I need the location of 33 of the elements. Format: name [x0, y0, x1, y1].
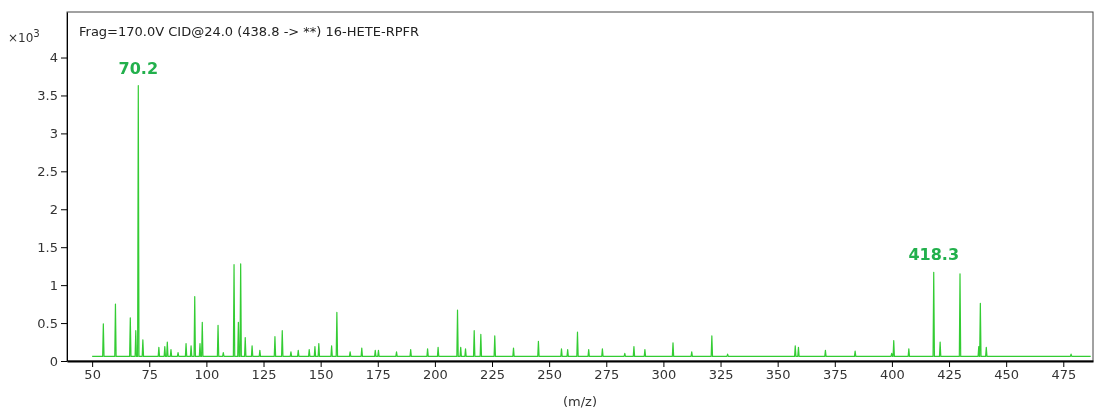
y-tick-label: 2 — [49, 201, 58, 217]
x-tick-label: 400 — [880, 367, 905, 383]
x-tick-label: 375 — [822, 367, 848, 383]
x-tick-label: 475 — [1051, 367, 1077, 383]
y-tick-label: 1.5 — [37, 239, 58, 255]
x-tick-label: 325 — [708, 367, 734, 383]
x-tick-label: 175 — [365, 367, 391, 383]
annotation: 70.2 — [118, 58, 159, 78]
x-tick-label: 350 — [765, 367, 791, 383]
annotation: 418.3 — [908, 245, 960, 265]
x-axis-title: (m/z) — [562, 394, 598, 409]
x-tick-label: 425 — [937, 367, 962, 383]
x-tick-label: 50 — [84, 367, 101, 383]
x-tick-label: 100 — [194, 367, 220, 383]
x-tick-label: 225 — [480, 367, 505, 383]
x-tick-label: 150 — [308, 367, 334, 383]
y-tick-label: 3.5 — [37, 88, 58, 104]
x-tick-label: 250 — [537, 367, 563, 383]
y-tick-label: 4 — [49, 50, 58, 66]
y-tick-label: 0.5 — [37, 315, 58, 331]
y-tick-label: 1 — [49, 277, 58, 293]
x-tick-label: 300 — [651, 367, 677, 383]
x-tick-label: 450 — [994, 367, 1020, 383]
x-tick-label: 275 — [594, 367, 620, 383]
x-tick-label: 125 — [251, 367, 277, 383]
y-tick-label: 3 — [49, 126, 58, 142]
x-tick-label: 200 — [422, 367, 448, 383]
x-tick-label: 75 — [141, 367, 159, 383]
text: Frag=170.0V CID@24.0 (438.8 -> **) 16-HETE-RPFR — [79, 24, 420, 39]
y-tick-label: 0 — [49, 353, 58, 369]
line-series — [91, 84, 1092, 358]
y-tick-label: 2.5 — [37, 163, 58, 179]
y-axis-title: ×10$^{3}$ — [8, 27, 40, 45]
